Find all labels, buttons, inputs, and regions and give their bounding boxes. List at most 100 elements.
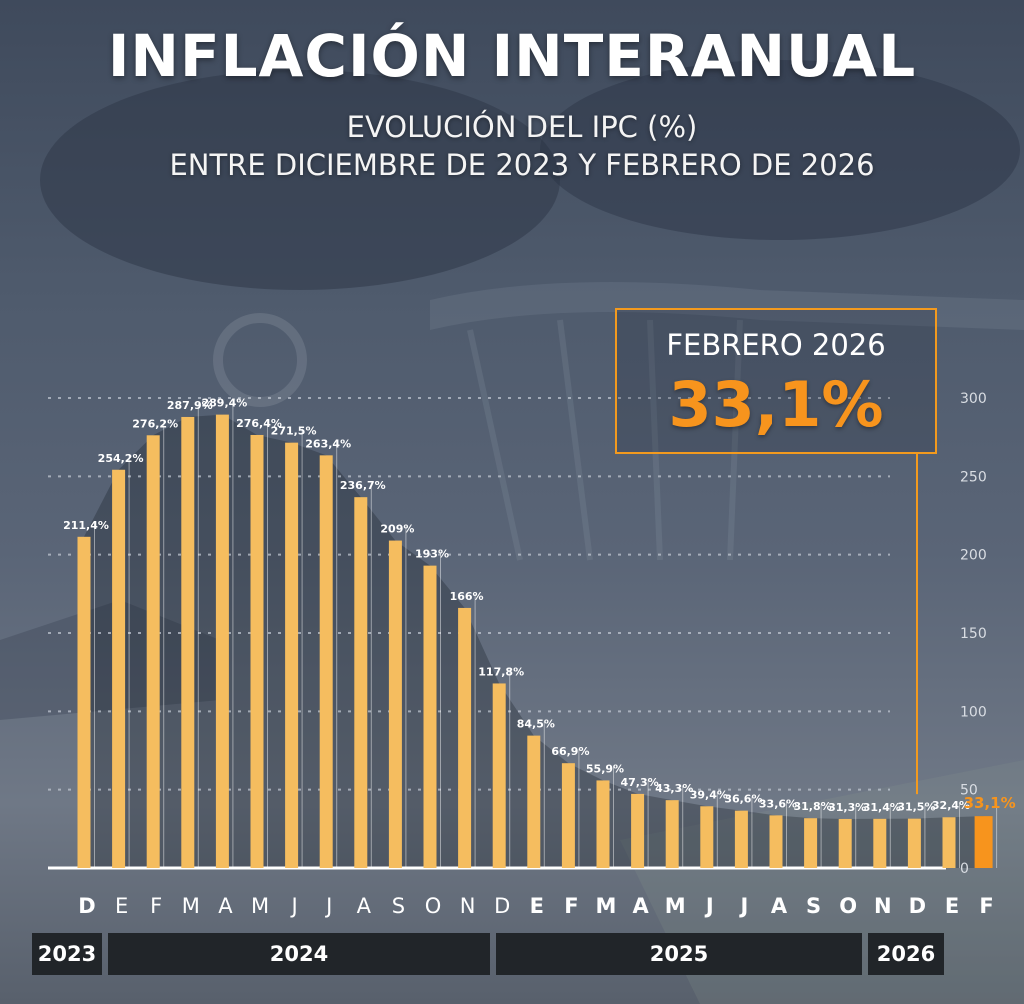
bar (285, 442, 299, 868)
category-label: S (806, 894, 821, 918)
category-label: F (979, 894, 993, 918)
data-label: 33,6% (759, 797, 797, 810)
category-label: A (632, 894, 649, 918)
subtitle-line-1: EVOLUCIÓN DEL IPC (%) (346, 110, 698, 144)
data-label: 31,4% (863, 801, 901, 814)
bar (907, 818, 921, 868)
bar (112, 469, 126, 868)
y-tick-label: 250 (960, 469, 987, 485)
category-label: O (425, 894, 442, 918)
bar (354, 497, 368, 868)
bar (838, 818, 852, 868)
bar (700, 806, 714, 868)
page-title: INFLACIÓN INTERANUAL (107, 22, 917, 90)
bar (250, 434, 264, 868)
category-label: A (771, 894, 788, 918)
y-tick-label: 200 (960, 548, 987, 564)
data-label: 39,4% (690, 788, 728, 801)
category-label: E (115, 894, 128, 918)
category-label: D (494, 894, 510, 918)
data-label: 254,2% (98, 452, 144, 465)
data-label: 287,9% (167, 399, 213, 412)
category-label: E (530, 894, 544, 918)
data-label: 263,4% (305, 437, 351, 450)
category-label: J (289, 894, 297, 918)
data-label: 289,4% (201, 397, 247, 410)
data-label: 66,9% (551, 745, 589, 758)
data-label: 236,7% (340, 479, 386, 492)
category-label: M (596, 894, 617, 918)
bar (77, 536, 91, 868)
bar (631, 793, 645, 868)
category-label: M (182, 894, 200, 918)
category-label: S (392, 894, 405, 918)
data-label: 209% (380, 523, 414, 536)
y-tick-label: 150 (960, 626, 987, 642)
bar (974, 816, 993, 868)
data-label: 55,9% (586, 762, 624, 775)
trend-area (84, 414, 984, 868)
data-label: 47,3% (621, 776, 659, 789)
data-label: 84,5% (517, 718, 555, 731)
bar (388, 540, 402, 868)
category-label: E (945, 894, 959, 918)
category-label: F (150, 894, 162, 918)
data-label: 31,5% (897, 801, 935, 814)
bar (873, 818, 887, 868)
data-label: 166% (450, 590, 484, 603)
bar (215, 414, 229, 868)
y-tick-label: 100 (960, 704, 987, 720)
data-label: 31,3% (828, 801, 866, 814)
category-label: D (78, 894, 95, 918)
callout-value: 33,1% (668, 368, 884, 441)
bar (769, 815, 783, 868)
category-label: D (909, 894, 926, 918)
bar (458, 607, 472, 868)
data-label: 117,8% (478, 665, 524, 678)
category-label: A (218, 894, 233, 918)
y-tick-label: 0 (960, 861, 969, 877)
bar (596, 780, 610, 868)
data-label: 43,3% (655, 782, 693, 795)
y-tick-label: 50 (960, 783, 978, 799)
category-label: J (324, 894, 332, 918)
bar (804, 818, 818, 868)
category-label: A (357, 894, 372, 918)
data-label: 193% (415, 548, 449, 561)
category-label: O (839, 894, 857, 918)
category-label: J (704, 894, 714, 918)
category-label: J (738, 894, 748, 918)
data-label: 32,4% (932, 799, 970, 812)
data-label: 211,4% (63, 519, 109, 532)
year-band-2025: 2025 (496, 933, 862, 975)
subtitle-line-2: ENTRE DICIEMBRE DE 2023 Y FEBRERO DE 202… (169, 148, 875, 182)
year-band-2023: 2023 (32, 933, 102, 975)
bar (665, 800, 679, 868)
data-label: 271,5% (271, 425, 317, 438)
bar (319, 455, 333, 868)
year-band-2026: 2026 (868, 933, 944, 975)
category-label: N (460, 894, 476, 918)
year-band-2024: 2024 (108, 933, 490, 975)
category-label: F (564, 894, 578, 918)
category-label: N (874, 894, 892, 918)
category-label: M (665, 894, 686, 918)
y-tick-label: 300 (960, 391, 987, 407)
bar (146, 435, 160, 868)
data-label: 276,2% (132, 417, 178, 430)
data-label: 276,4% (236, 417, 282, 430)
bar (942, 817, 956, 868)
latest-value-callout: FEBRERO 2026 33,1% (615, 308, 937, 454)
bar (423, 565, 437, 868)
category-label: M (251, 894, 269, 918)
data-label: 36,6% (724, 793, 762, 806)
data-label: 31,8% (794, 800, 832, 813)
bar (492, 683, 506, 868)
data-label: 33,1% (964, 794, 1016, 812)
bar (527, 735, 541, 868)
bar (181, 416, 195, 868)
callout-label: FEBRERO 2026 (666, 328, 886, 362)
bar (561, 763, 575, 868)
bar (734, 810, 748, 868)
